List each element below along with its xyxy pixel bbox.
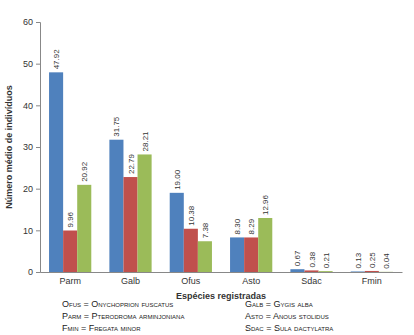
data-label: 7.38 (201, 222, 210, 238)
tick-label: Fmin (362, 276, 382, 286)
data-label: 0.25 (368, 252, 377, 268)
bar (184, 229, 198, 272)
tick-label: Parm (59, 276, 81, 286)
bar (379, 271, 393, 272)
tick: 0 (28, 267, 40, 277)
axis-line (41, 272, 403, 273)
tick-label: 0 (28, 267, 33, 277)
tick: Asto (242, 272, 260, 286)
bar (304, 270, 318, 272)
axis-title: Número médio de indivíduos (4, 85, 14, 209)
bar (351, 271, 365, 272)
bar (109, 140, 123, 272)
data-label: 0.21 (322, 252, 331, 268)
tick: 60 (23, 17, 40, 27)
annotation: Galb = Gygis alba (245, 299, 313, 309)
data-label: 8.30 (233, 218, 242, 234)
data-label: 28.21 (141, 131, 150, 152)
bar (244, 237, 258, 272)
data-labels: 47.92 31.75 19.00 8.30 0.67 0.13 9.96 22.79 10.3… (52, 49, 391, 269)
axis-line (36, 23, 41, 273)
tick-label: 40 (23, 101, 33, 111)
tick-label: 30 (23, 142, 33, 152)
bar (230, 237, 244, 272)
tick: Fmin (362, 272, 382, 286)
data-label: 0.04 (382, 253, 391, 269)
plot: 0 10 20 30 40 50 60 Parm Galb Ofus Asto Sdac Fmin 47.… (23, 17, 403, 286)
annotation: Ofus = Onychoprion fuscatus (62, 299, 173, 309)
tick: 10 (23, 226, 40, 236)
data-label: 0.67 (293, 250, 302, 266)
tick-mark (36, 230, 40, 231)
tick-mark (36, 272, 40, 273)
annotation: Sdac = Sula dactylatra (245, 323, 333, 333)
bar (258, 218, 272, 272)
tick-mark (36, 22, 40, 23)
annotation: Fmin = Fregata minor (62, 323, 141, 333)
bar (198, 241, 212, 272)
tick: 50 (23, 59, 40, 69)
tick: 30 (23, 142, 40, 152)
data-label: 22.79 (127, 153, 136, 174)
data-label: 9.96 (66, 211, 75, 227)
tick: 20 (23, 184, 40, 194)
bars (49, 72, 393, 272)
y-axis: 0 10 20 30 40 50 60 (23, 17, 41, 277)
tick-label: Ofus (181, 276, 201, 286)
tick-label: 50 (23, 59, 33, 69)
data-label: 0.38 (308, 251, 317, 267)
bar (170, 193, 184, 272)
tick-label: 10 (23, 226, 33, 236)
tick-mark (36, 147, 40, 148)
tick: Galb (121, 272, 140, 286)
bar (290, 269, 304, 272)
tick: Parm (59, 272, 81, 286)
data-label: 47.92 (52, 49, 61, 70)
data-label: 12.96 (261, 194, 270, 215)
tick: 40 (23, 101, 40, 111)
tick-label: Galb (121, 276, 140, 286)
tick-label: Sdac (301, 276, 322, 286)
data-label: 19.00 (173, 169, 182, 190)
data-label: 0.13 (354, 252, 363, 268)
annotation: Asto = Anous stolidus (245, 311, 329, 321)
bar (49, 72, 63, 272)
tick: Ofus (181, 272, 201, 286)
tick: Sdac (301, 272, 322, 286)
data-label: 8.29 (247, 218, 256, 234)
bar (123, 177, 137, 272)
tick-label: 60 (23, 17, 33, 27)
data-label: 10.38 (187, 205, 196, 226)
data-label: 20.92 (80, 161, 89, 182)
tick-label: Asto (242, 276, 260, 286)
bar (77, 185, 91, 272)
bar (319, 271, 333, 272)
chart: 0 10 20 30 40 50 60 Parm Galb Ofus Asto Sdac Fmin 47.… (0, 0, 414, 335)
data-label: 31.75 (112, 116, 121, 137)
x-axis: Parm Galb Ofus Asto Sdac Fmin (41, 272, 403, 286)
tick-label: 20 (23, 184, 33, 194)
tick-mark (36, 189, 40, 190)
bar (365, 271, 379, 272)
tick-mark (36, 64, 40, 65)
annotation: Parm = Pterodroma arminjoniana (62, 311, 184, 321)
tick-mark (36, 105, 40, 106)
bar (138, 154, 152, 272)
bar (63, 231, 77, 273)
